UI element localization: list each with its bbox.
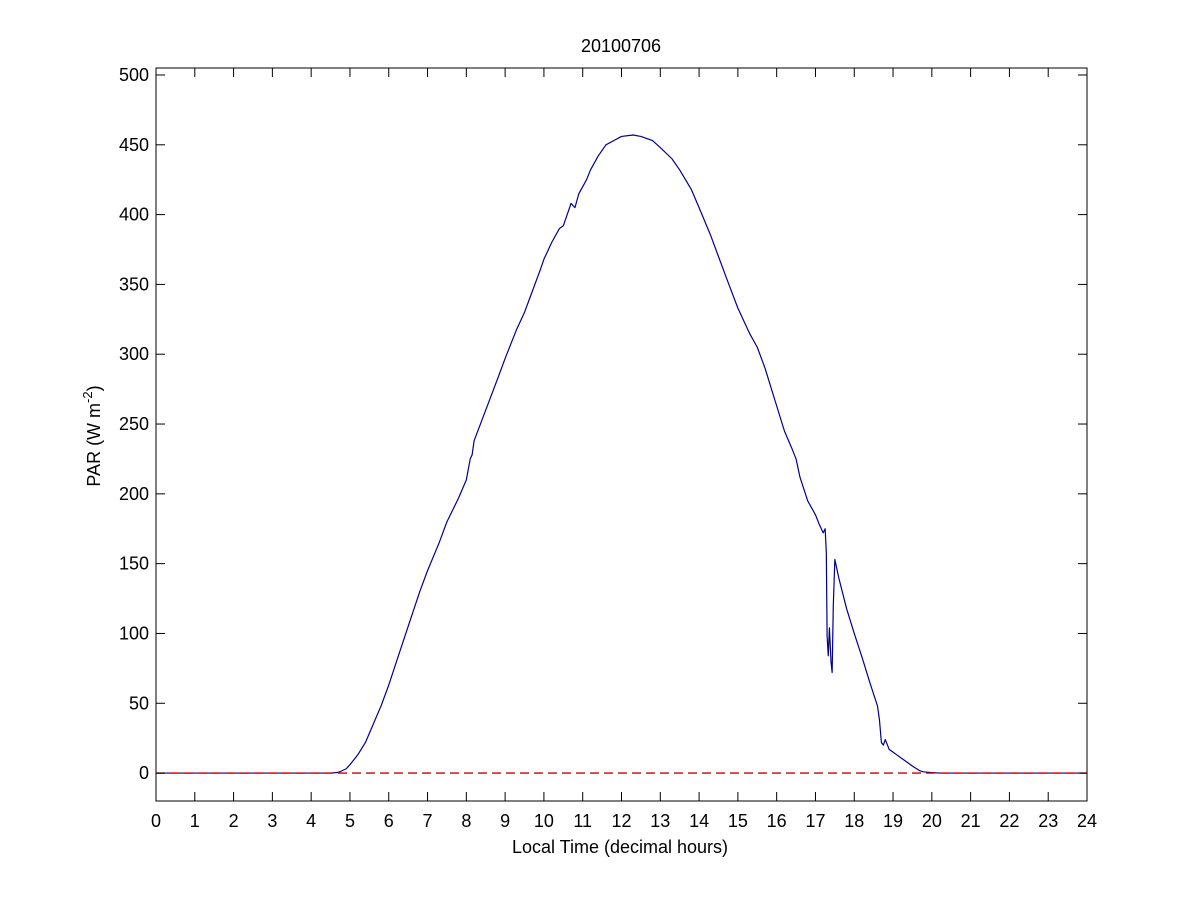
- y-tick-label: 150: [119, 554, 149, 574]
- y-axis-label-close: ): [84, 385, 104, 391]
- y-tick-label: 300: [119, 344, 149, 364]
- y-tick-label: 0: [139, 763, 149, 783]
- y-tick-label: 100: [119, 623, 149, 643]
- x-tick-label: 0: [151, 811, 161, 831]
- x-tick-label: 20: [922, 811, 942, 831]
- y-tick-label: 400: [119, 205, 149, 225]
- x-tick-label: 15: [728, 811, 748, 831]
- x-tick-label: 8: [461, 811, 471, 831]
- x-tick-label: 11: [573, 811, 592, 831]
- x-tick-label: 10: [534, 811, 554, 831]
- x-tick-label: 23: [1038, 811, 1058, 831]
- plot-area: 0 1 2 3 4 5 6 7 8 9 10 11 12 13 14 15 16 17 18 19 20 21 22 23 24…: [119, 65, 1097, 831]
- y-tick-label: 200: [119, 484, 149, 504]
- y-tick-label: 50: [129, 693, 149, 713]
- x-tick-label: 2: [229, 811, 239, 831]
- x-tick-label: 17: [805, 811, 825, 831]
- y-tick-label: 350: [119, 274, 149, 294]
- y-tick-label: 500: [119, 65, 149, 85]
- x-tick-label: 4: [306, 811, 316, 831]
- x-tick-label: 6: [384, 811, 394, 831]
- x-tick-label: 18: [844, 811, 864, 831]
- x-tick-label: 22: [999, 811, 1019, 831]
- y-tick-label: 250: [119, 414, 149, 434]
- series-line-0: [156, 134, 1087, 774]
- x-tick-label: 24: [1077, 811, 1097, 831]
- plot-background: [156, 68, 1087, 801]
- x-axis-label: Local Time (decimal hours): [512, 837, 728, 857]
- x-tick-label: 7: [423, 811, 433, 831]
- x-tick-label: 12: [611, 811, 631, 831]
- x-tick-label: 3: [267, 811, 277, 831]
- x-tick-label: 14: [689, 811, 709, 831]
- x-tick-label: 19: [883, 811, 903, 831]
- x-tick-label: 13: [650, 811, 670, 831]
- x-tick-label: 1: [190, 811, 200, 831]
- x-tick-label: 21: [961, 811, 981, 831]
- x-tick-label: 9: [500, 811, 510, 831]
- y-axis-label: PAR (W m-2): [80, 385, 104, 486]
- y-axis-label-main: PAR (W m: [84, 403, 104, 487]
- x-tick-label: 5: [345, 811, 355, 831]
- x-tick-label: 16: [767, 811, 787, 831]
- y-tick-label: 450: [119, 135, 149, 155]
- y-axis-label-superscript: -2: [80, 391, 95, 403]
- chart-title: 20100706: [581, 36, 661, 56]
